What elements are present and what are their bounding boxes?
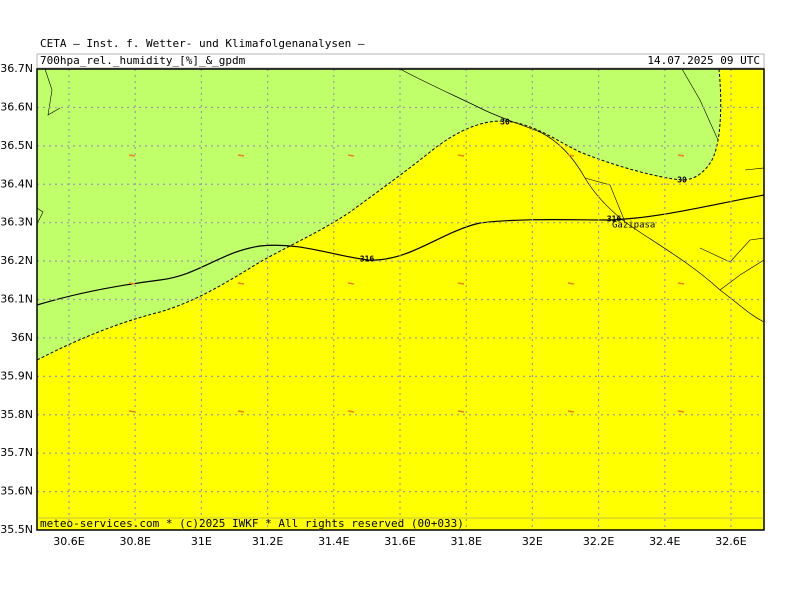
wind-markers <box>128 154 685 413</box>
contour-label: 30 <box>500 118 510 127</box>
lat-label: 36.5N <box>0 139 33 152</box>
lat-label: 35.9N <box>0 369 33 382</box>
wind-marker <box>347 154 355 157</box>
lon-label: 31.4E <box>318 535 349 548</box>
map-frame <box>36 68 765 531</box>
lat-label: 35.7N <box>0 446 33 459</box>
wind-marker <box>347 282 355 285</box>
wind-marker <box>457 154 465 157</box>
wind-marker <box>567 282 575 285</box>
lat-label: 35.5N <box>0 523 33 536</box>
lon-label: 32.6E <box>715 535 746 548</box>
wind-marker <box>457 282 465 285</box>
wind-marker <box>128 154 136 157</box>
lon-label: 30.8E <box>119 535 150 548</box>
footer-credit: meteo-services.com * (c)2025 IWKF * All … <box>40 517 464 530</box>
wind-marker <box>677 410 685 413</box>
lon-label: 32.4E <box>649 535 680 548</box>
lon-label: 31.6E <box>384 535 415 548</box>
wind-marker <box>567 154 575 157</box>
lon-label: 32E <box>522 535 543 548</box>
wind-marker <box>567 410 575 413</box>
lat-label: 36.3N <box>0 216 33 229</box>
lon-label: 30.6E <box>53 535 84 548</box>
lat-label: 36N <box>11 331 33 344</box>
lon-label: 31.8E <box>450 535 481 548</box>
lat-label: 36.4N <box>0 177 33 190</box>
contour-label: 316 <box>607 215 622 224</box>
product-label: 700hpa_rel._humidity_[%]_&_gpdm <box>40 54 246 67</box>
lat-label: 36.2N <box>0 254 33 267</box>
humidity-contour <box>36 68 722 361</box>
coastline <box>399 68 765 323</box>
humidity-fill-green <box>37 69 721 360</box>
wind-marker <box>237 410 245 413</box>
contour-label: 316 <box>360 255 375 264</box>
wind-marker <box>347 410 355 413</box>
lat-label: 36.6N <box>0 100 33 113</box>
map-area: Gazipasa meteo-services.com * (c)2025 IW… <box>36 68 765 531</box>
lat-label: 36.7N <box>0 62 33 75</box>
header-box <box>36 53 765 69</box>
wind-marker <box>457 410 465 413</box>
valid-time: 14.07.2025 09 UTC <box>647 54 760 67</box>
contour-label: 30 <box>677 176 687 185</box>
lat-label: 35.8N <box>0 408 33 421</box>
lat-label: 36.1N <box>0 293 33 306</box>
lon-label: 32.2E <box>583 535 614 548</box>
wind-marker <box>128 410 136 413</box>
borders <box>36 68 765 291</box>
lat-label: 35.6N <box>0 485 33 498</box>
wind-marker <box>677 282 685 285</box>
lon-label: 31E <box>191 535 212 548</box>
grid <box>37 69 764 530</box>
wind-marker <box>237 282 245 285</box>
wind-marker <box>237 154 245 157</box>
wind-marker <box>677 154 685 157</box>
wind-marker <box>128 282 136 285</box>
header-title: CETA – Inst. f. Wetter- und Klimafolgena… <box>40 37 365 50</box>
lon-label: 31.2E <box>252 535 283 548</box>
place-label: Gazipasa <box>612 221 655 231</box>
geopotential-contour <box>36 194 765 306</box>
